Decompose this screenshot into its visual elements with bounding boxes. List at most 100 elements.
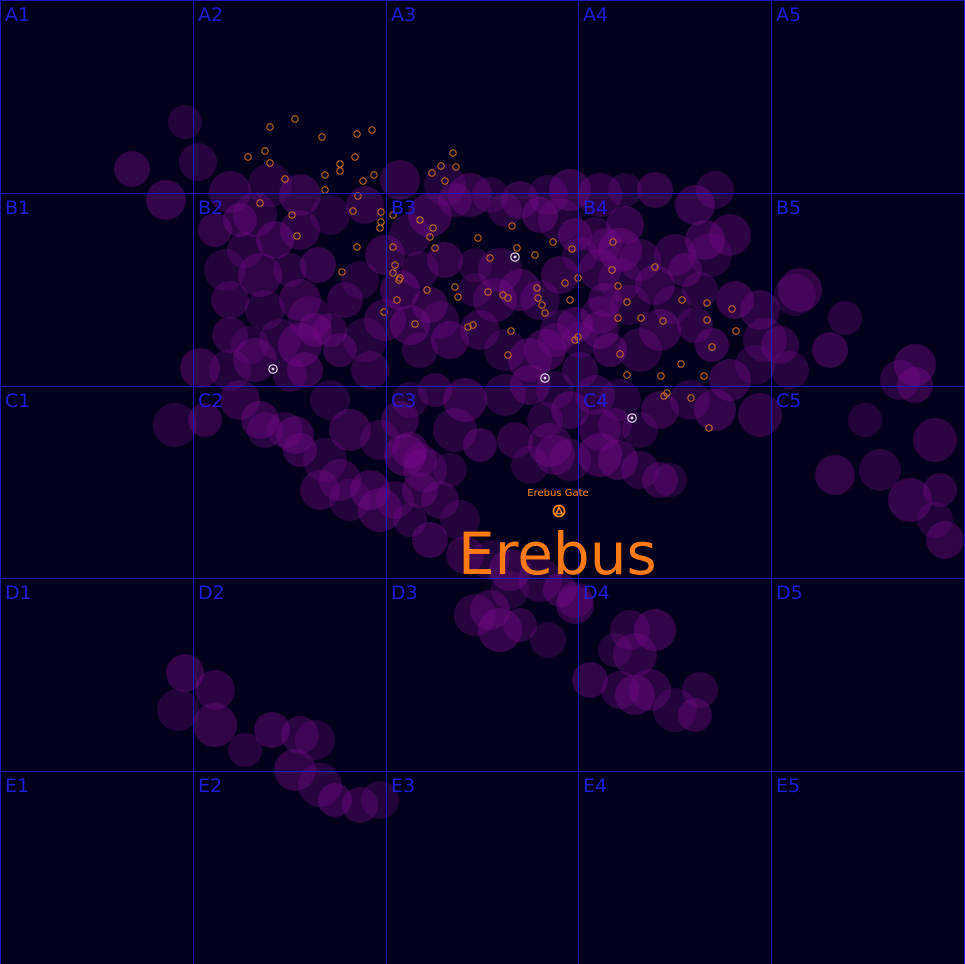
system-icon[interactable] [291, 115, 299, 123]
nebula-cloud [287, 352, 323, 388]
system-icon[interactable] [452, 163, 460, 171]
nebula-cloud [913, 418, 957, 462]
system-icon[interactable] [660, 392, 668, 400]
gate-icon[interactable] [552, 504, 566, 518]
system-icon[interactable] [534, 294, 542, 302]
system-icon[interactable] [454, 293, 462, 301]
nebula-cloud [303, 438, 347, 482]
system-icon[interactable] [474, 234, 482, 242]
system-icon[interactable] [376, 224, 384, 232]
system-icon[interactable] [288, 211, 296, 219]
system-icon[interactable] [484, 288, 492, 296]
system-icon[interactable] [256, 199, 264, 207]
system-icon[interactable] [336, 160, 344, 168]
system-icon[interactable] [541, 309, 549, 317]
system-icon[interactable] [393, 296, 401, 304]
system-icon[interactable] [423, 286, 431, 294]
system-icon[interactable] [486, 254, 494, 262]
system-icon[interactable] [368, 126, 376, 134]
system-icon[interactable] [614, 314, 622, 322]
system-icon[interactable] [708, 343, 716, 351]
nebula-cloud [283, 433, 317, 467]
system-icon[interactable] [728, 305, 736, 313]
system-icon[interactable] [616, 350, 624, 358]
system-icon[interactable] [354, 192, 362, 200]
system-icon[interactable] [637, 314, 645, 322]
system-icon[interactable] [441, 177, 449, 185]
system-icon[interactable] [687, 394, 695, 402]
station-marker-layer[interactable] [268, 252, 637, 423]
system-icon[interactable] [504, 294, 512, 302]
system-icon[interactable] [531, 251, 539, 259]
system-icon[interactable] [568, 245, 576, 253]
system-icon[interactable] [659, 317, 667, 325]
system-icon[interactable] [651, 263, 659, 271]
system-icon[interactable] [411, 320, 419, 328]
system-icon[interactable] [370, 171, 378, 179]
system-icon[interactable] [353, 243, 361, 251]
system-icon[interactable] [389, 243, 397, 251]
grid-cell-label: A3 [391, 4, 416, 26]
system-icon[interactable] [359, 177, 367, 185]
system-icon[interactable] [623, 371, 631, 379]
system-icon[interactable] [428, 169, 436, 177]
system-icon[interactable] [391, 261, 399, 269]
system-icon[interactable] [338, 268, 346, 276]
system-icon[interactable] [549, 238, 557, 246]
system-icon[interactable] [437, 162, 445, 170]
system-icon[interactable] [464, 323, 472, 331]
system-icon[interactable] [244, 153, 252, 161]
system-icon[interactable] [431, 244, 439, 252]
system-icon[interactable] [377, 208, 385, 216]
system-icon[interactable] [538, 301, 546, 309]
system-icon[interactable] [321, 171, 329, 179]
system-icon[interactable] [566, 296, 574, 304]
system-icon[interactable] [429, 224, 437, 232]
system-icon[interactable] [353, 130, 361, 138]
system-icon[interactable] [700, 372, 708, 380]
system-icon[interactable] [426, 233, 434, 241]
system-icon[interactable] [266, 123, 274, 131]
nebula-cloud [696, 171, 734, 209]
station-icon[interactable] [627, 413, 637, 423]
system-icon[interactable] [561, 279, 569, 287]
system-icon[interactable] [504, 351, 512, 359]
system-icon[interactable] [513, 244, 521, 252]
system-icon[interactable] [677, 360, 685, 368]
station-icon[interactable] [510, 252, 520, 262]
system-icon[interactable] [351, 153, 359, 161]
system-icon[interactable] [609, 238, 617, 246]
system-icon[interactable] [380, 308, 388, 316]
system-icon[interactable] [389, 269, 397, 277]
system-icon[interactable] [318, 133, 326, 141]
system-marker-layer[interactable] [244, 115, 740, 432]
system-icon[interactable] [623, 298, 631, 306]
system-icon[interactable] [469, 321, 477, 329]
station-icon[interactable] [540, 373, 550, 383]
system-icon[interactable] [416, 216, 424, 224]
system-icon[interactable] [336, 167, 344, 175]
system-icon[interactable] [395, 276, 403, 284]
system-icon[interactable] [266, 159, 274, 167]
system-icon[interactable] [614, 282, 622, 290]
system-icon[interactable] [533, 284, 541, 292]
system-icon[interactable] [703, 299, 711, 307]
system-icon[interactable] [293, 232, 301, 240]
system-icon[interactable] [732, 327, 740, 335]
system-icon[interactable] [389, 211, 397, 219]
system-icon[interactable] [657, 372, 665, 380]
system-icon[interactable] [678, 296, 686, 304]
system-icon[interactable] [451, 283, 459, 291]
system-icon[interactable] [507, 327, 515, 335]
system-icon[interactable] [349, 207, 357, 215]
system-icon[interactable] [705, 424, 713, 432]
station-icon[interactable] [268, 364, 278, 374]
system-icon[interactable] [449, 149, 457, 157]
system-icon[interactable] [608, 266, 616, 274]
system-icon[interactable] [703, 316, 711, 324]
system-icon[interactable] [281, 175, 289, 183]
system-icon[interactable] [508, 222, 516, 230]
system-icon[interactable] [261, 147, 269, 155]
